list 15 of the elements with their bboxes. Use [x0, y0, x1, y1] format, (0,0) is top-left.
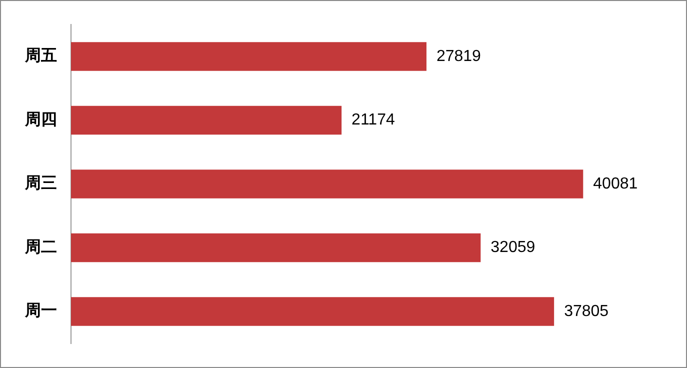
- data-label: 27819: [436, 48, 482, 65]
- bar: [71, 297, 554, 326]
- y-tick-label: 周四: [24, 109, 57, 128]
- data-label: 21174: [352, 112, 395, 129]
- y-tick-label: 周一: [24, 300, 57, 320]
- data-label: 37805: [564, 302, 609, 320]
- bar: [71, 106, 342, 135]
- data-label: 32059: [490, 239, 536, 256]
- y-tick-label: 周三: [24, 173, 57, 192]
- bar: [71, 233, 481, 262]
- y-tick-label: 周二: [24, 236, 57, 256]
- bar: [71, 170, 584, 198]
- data-label: 40081: [593, 175, 638, 192]
- bar: [71, 42, 426, 71]
- y-tick-label: 周五: [24, 46, 57, 65]
